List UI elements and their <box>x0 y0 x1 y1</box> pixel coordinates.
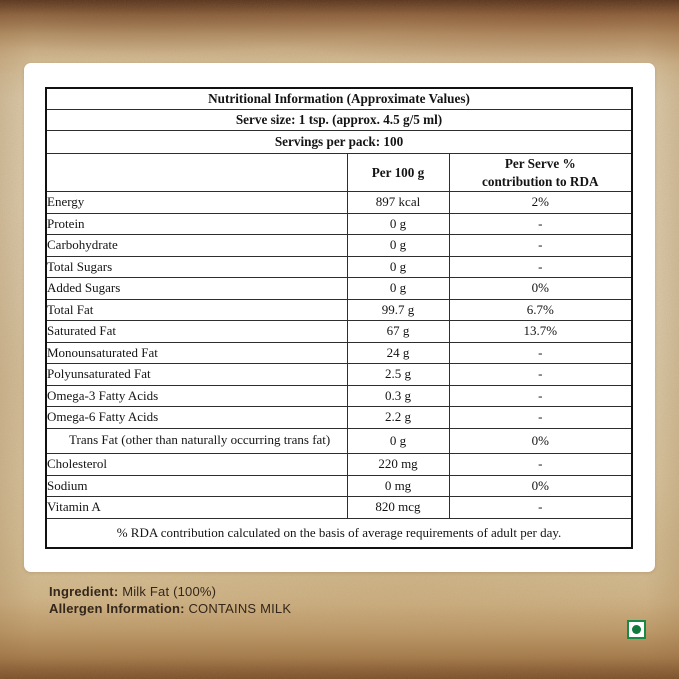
nutrient-name: Omega-3 Fatty Acids <box>45 384 348 407</box>
table-row: Omega-6 Fatty Acids 2.2 g- <box>45 406 633 429</box>
value-per-100g: 0 g <box>346 212 450 235</box>
col-header-per-100g: Per 100 g <box>346 153 450 192</box>
nutrient-name: Polyunsaturated Fat <box>45 363 348 386</box>
value-per-100g: 820 mcg <box>346 496 450 519</box>
table-title: Nutritional Information (Approximate Val… <box>45 87 633 110</box>
vegetarian-dot-icon <box>632 625 641 634</box>
value-per-100g: 67 g <box>346 320 450 343</box>
col-header-per-serve-rda: Per Serve % contribution to RDA <box>448 153 633 192</box>
table-row-servings: Servings per pack: 100 <box>45 130 633 154</box>
nutrient-name: Added Sugars <box>45 277 348 300</box>
servings-per-pack: Servings per pack: 100 <box>45 130 633 154</box>
value-per-100g: 897 kcal <box>346 191 450 214</box>
table-row: Protein 0 g- <box>45 212 633 235</box>
table-row: Vitamin A 820 mcg - <box>45 496 633 519</box>
nutrient-name: Protein <box>45 212 348 235</box>
value-per-100g: 24 g <box>346 341 450 364</box>
value-per-serve-rda: 2% <box>448 191 633 214</box>
table-row-footnote: % RDA contribution calculated on the bas… <box>45 517 633 548</box>
table-header-row: Per 100 g Per Serve % contribution to RD… <box>45 153 633 192</box>
product-info: Ingredient: Milk Fat (100%) Allergen Inf… <box>49 583 291 617</box>
vegetarian-mark-icon <box>627 620 646 639</box>
nutrient-name: Sodium <box>45 474 348 497</box>
table-row: Saturated Fat 67 g 13.7% <box>45 320 633 343</box>
table-row: Sodium 0 mg 0% <box>45 474 633 497</box>
value-per-100g: 0 g <box>346 277 450 300</box>
value-per-serve-rda: 13.7% <box>448 320 633 343</box>
value-per-100g: 0 g <box>346 427 450 454</box>
nutrient-name: Trans Fat (other than naturally occurrin… <box>45 427 348 454</box>
value-per-serve-rda: - <box>448 496 633 519</box>
nutrient-name: Total Sugars <box>45 255 348 278</box>
table-row: Monounsaturated Fat 24 g- <box>45 341 633 364</box>
value-per-serve-rda: 0% <box>448 474 633 497</box>
value-per-100g: 0 g <box>346 255 450 278</box>
table-row-serve-size: Serve size: 1 tsp. (approx. 4.5 g/5 ml) <box>45 109 633 131</box>
value-per-serve-rda: 6.7% <box>448 298 633 321</box>
nutrient-name: Monounsaturated Fat <box>45 341 348 364</box>
value-per-serve-rda: - <box>448 384 633 407</box>
ingredient-label: Ingredient: <box>49 584 119 599</box>
value-per-serve-rda: - <box>448 234 633 257</box>
rda-footnote: % RDA contribution calculated on the bas… <box>45 517 633 548</box>
value-per-serve-rda: 0% <box>448 427 633 454</box>
value-per-100g: 2.5 g <box>346 363 450 386</box>
value-per-100g: 99.7 g <box>346 298 450 321</box>
nutrient-name: Carbohydrate <box>45 234 348 257</box>
table-row: Cholesterol 220 mg - <box>45 453 633 476</box>
ingredient-value: Milk Fat (100%) <box>122 584 217 599</box>
value-per-100g: 0 mg <box>346 474 450 497</box>
value-per-100g: 220 mg <box>346 453 450 476</box>
table-row: Energy 897 kcal 2% <box>45 191 633 214</box>
nutrient-name: Omega-6 Fatty Acids <box>45 406 348 429</box>
table-row-title: Nutritional Information (Approximate Val… <box>45 87 633 110</box>
allergen-value: CONTAINS MILK <box>188 601 292 616</box>
nutrient-name: Energy <box>45 191 348 214</box>
nutrient-name: Saturated Fat <box>45 320 348 343</box>
nutrient-name: Total Fat <box>45 298 348 321</box>
nutrient-name: Cholesterol <box>45 453 348 476</box>
nutrition-facts-panel: Nutritional Information (Approximate Val… <box>24 63 655 572</box>
nutrition-table-body: Nutritional Information (Approximate Val… <box>45 87 633 548</box>
value-per-serve-rda: 0% <box>448 277 633 300</box>
table-row: Total Fat 99.7 g 6.7% <box>45 298 633 321</box>
value-per-100g: 0 g <box>346 234 450 257</box>
table-row: Trans Fat (other than naturally occurrin… <box>45 427 633 454</box>
allergen-label: Allergen Information: <box>49 601 185 616</box>
value-per-100g: 0.3 g <box>346 384 450 407</box>
value-per-serve-rda: - <box>448 363 633 386</box>
value-per-serve-rda: - <box>448 406 633 429</box>
table-row: Carbohydrate 0 g- <box>45 234 633 257</box>
value-per-serve-rda: - <box>448 453 633 476</box>
table-row: Omega-3 Fatty Acids 0.3 g- <box>45 384 633 407</box>
serve-size: Serve size: 1 tsp. (approx. 4.5 g/5 ml) <box>45 109 633 131</box>
value-per-100g: 2.2 g <box>346 406 450 429</box>
table-row: Total Sugars 0 g- <box>45 255 633 278</box>
allergen-line: Allergen Information: CONTAINS MILK <box>49 600 291 617</box>
nutrient-name: Vitamin A <box>45 496 348 519</box>
ingredient-line: Ingredient: Milk Fat (100%) <box>49 583 291 600</box>
nutrition-table: Nutritional Information (Approximate Val… <box>45 87 634 549</box>
value-per-serve-rda: - <box>448 212 633 235</box>
table-row: Added Sugars 0 g 0% <box>45 277 633 300</box>
table-row: Polyunsaturated Fat 2.5 g- <box>45 363 633 386</box>
value-per-serve-rda: - <box>448 341 633 364</box>
value-per-serve-rda: - <box>448 255 633 278</box>
col-header-empty <box>45 153 348 192</box>
